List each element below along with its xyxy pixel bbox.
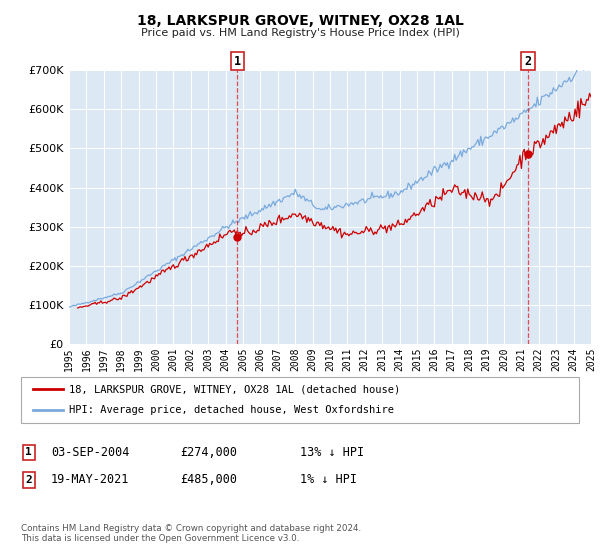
Text: 2: 2 — [524, 54, 532, 68]
Text: 1: 1 — [25, 447, 32, 458]
Text: 13% ↓ HPI: 13% ↓ HPI — [300, 446, 364, 459]
Text: £485,000: £485,000 — [180, 473, 237, 487]
Text: 1% ↓ HPI: 1% ↓ HPI — [300, 473, 357, 487]
Text: Price paid vs. HM Land Registry's House Price Index (HPI): Price paid vs. HM Land Registry's House … — [140, 28, 460, 38]
Text: £274,000: £274,000 — [180, 446, 237, 459]
Text: 1: 1 — [233, 54, 241, 68]
Text: HPI: Average price, detached house, West Oxfordshire: HPI: Average price, detached house, West… — [69, 405, 394, 416]
Text: 18, LARKSPUR GROVE, WITNEY, OX28 1AL (detached house): 18, LARKSPUR GROVE, WITNEY, OX28 1AL (de… — [69, 384, 400, 394]
Text: Contains HM Land Registry data © Crown copyright and database right 2024.
This d: Contains HM Land Registry data © Crown c… — [21, 524, 361, 543]
Text: 03-SEP-2004: 03-SEP-2004 — [51, 446, 130, 459]
Text: 19-MAY-2021: 19-MAY-2021 — [51, 473, 130, 487]
Text: 18, LARKSPUR GROVE, WITNEY, OX28 1AL: 18, LARKSPUR GROVE, WITNEY, OX28 1AL — [137, 14, 463, 28]
Text: 2: 2 — [25, 475, 32, 485]
